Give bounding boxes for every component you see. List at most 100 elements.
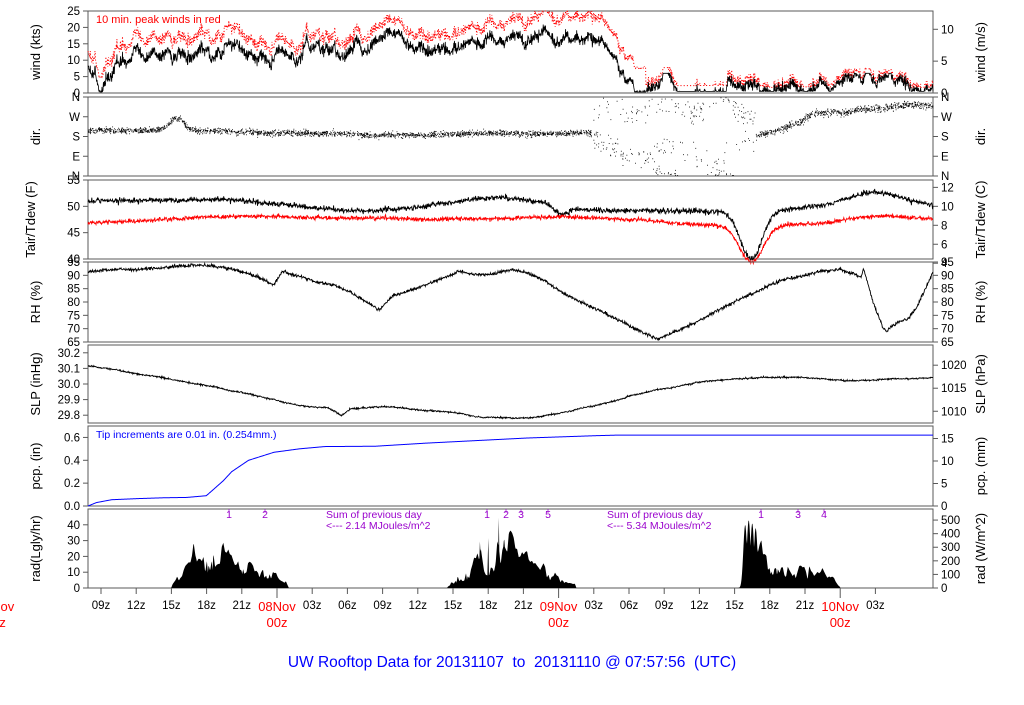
svg-text:0: 0: [941, 501, 947, 513]
svg-text:RH (%): RH (%): [973, 281, 988, 324]
svg-text:wind (m/s): wind (m/s): [973, 22, 988, 83]
svg-text:15z: 15z: [444, 600, 463, 612]
svg-text:75: 75: [67, 310, 80, 322]
svg-text:rad (W/m^2): rad (W/m^2): [973, 513, 988, 584]
svg-text:W: W: [69, 112, 80, 124]
svg-text:pcp. (mm): pcp. (mm): [973, 437, 988, 496]
svg-text:03z: 03z: [303, 600, 322, 612]
svg-text:85: 85: [67, 284, 80, 296]
svg-text:rad(Lgly/hr): rad(Lgly/hr): [28, 515, 43, 581]
svg-text:21z: 21z: [514, 600, 533, 612]
svg-text:40: 40: [67, 520, 80, 532]
svg-text:pcp. (in): pcp. (in): [28, 443, 43, 490]
svg-text:<--- 2.14 MJoules/m^2: <--- 2.14 MJoules/m^2: [326, 520, 431, 532]
svg-text:00z: 00z: [548, 615, 569, 630]
svg-text:SLP (inHg): SLP (inHg): [28, 352, 43, 415]
svg-text:dir.: dir.: [28, 128, 43, 145]
svg-text:1020: 1020: [941, 360, 967, 372]
svg-text:80: 80: [67, 297, 80, 309]
svg-text:200: 200: [941, 556, 960, 568]
svg-text:0: 0: [941, 583, 947, 595]
svg-text:12z: 12z: [127, 600, 146, 612]
svg-text:29.9: 29.9: [58, 395, 80, 407]
svg-text:5: 5: [941, 56, 947, 68]
svg-text:00z: 00z: [267, 615, 288, 630]
svg-text:20: 20: [67, 551, 80, 563]
svg-text:0.2: 0.2: [64, 478, 80, 490]
svg-text:Tip increments are 0.01 in. (0: Tip increments are 0.01 in. (0.254mm.): [96, 429, 277, 441]
svg-text:15: 15: [67, 39, 80, 51]
svg-text:90: 90: [67, 270, 80, 282]
svg-text:10: 10: [941, 24, 954, 36]
svg-text:S: S: [941, 132, 949, 144]
svg-text:N: N: [941, 92, 949, 104]
svg-text:W: W: [941, 112, 952, 124]
svg-text:15z: 15z: [162, 600, 181, 612]
svg-text:RH (%): RH (%): [28, 281, 43, 324]
svg-text:30: 30: [67, 536, 80, 548]
svg-text:30.1: 30.1: [58, 363, 80, 375]
svg-text:21z: 21z: [796, 600, 815, 612]
svg-text:65: 65: [941, 337, 954, 349]
svg-text:09z: 09z: [92, 600, 111, 612]
svg-text:18z: 18z: [479, 600, 498, 612]
svg-text:E: E: [941, 151, 949, 163]
svg-text:S: S: [72, 132, 80, 144]
svg-text:08Nov: 08Nov: [258, 599, 296, 614]
svg-text:75: 75: [941, 310, 954, 322]
svg-text:8: 8: [941, 220, 947, 232]
svg-text:03z: 03z: [866, 600, 885, 612]
svg-text:N: N: [72, 92, 80, 104]
svg-text:10: 10: [67, 55, 80, 67]
svg-text:21z: 21z: [233, 600, 252, 612]
svg-text:0.6: 0.6: [64, 432, 80, 444]
svg-text:90: 90: [941, 270, 954, 282]
svg-text:50: 50: [67, 201, 80, 213]
svg-text:0.0: 0.0: [64, 501, 80, 513]
svg-text:03z: 03z: [585, 600, 604, 612]
svg-text:N: N: [941, 171, 949, 183]
svg-text:SLP (hPa): SLP (hPa): [973, 354, 988, 414]
svg-text:10: 10: [941, 201, 954, 213]
svg-text:15z: 15z: [725, 600, 744, 612]
svg-text:dir.: dir.: [973, 128, 988, 145]
svg-text:5: 5: [74, 72, 80, 84]
svg-text:Tair/Tdew (C): Tair/Tdew (C): [973, 180, 988, 258]
svg-text:55: 55: [67, 175, 80, 187]
svg-text:10: 10: [67, 567, 80, 579]
svg-text:12: 12: [941, 182, 954, 194]
svg-text:00z: 00z: [830, 615, 851, 630]
svg-text:09Nov: 09Nov: [540, 599, 578, 614]
svg-text:15: 15: [941, 434, 954, 446]
svg-text:20: 20: [67, 22, 80, 34]
svg-text:5: 5: [941, 479, 947, 491]
svg-text:80: 80: [941, 297, 954, 309]
svg-text:18z: 18z: [761, 600, 780, 612]
svg-text:1015: 1015: [941, 383, 967, 395]
svg-text:6: 6: [941, 239, 947, 251]
svg-text:29.8: 29.8: [58, 410, 80, 422]
svg-text:45: 45: [67, 228, 80, 240]
svg-text:70: 70: [941, 324, 954, 336]
svg-text:10 min. peak winds in red: 10 min. peak winds in red: [96, 14, 221, 26]
svg-text:07Nov: 07Nov: [0, 599, 15, 614]
svg-text:0: 0: [74, 583, 80, 595]
svg-text:wind (kts): wind (kts): [28, 24, 43, 81]
svg-text:30.2: 30.2: [58, 348, 80, 360]
svg-text:00z: 00z: [0, 615, 6, 630]
svg-text:09z: 09z: [655, 600, 674, 612]
svg-text:85: 85: [941, 284, 954, 296]
svg-text:1010: 1010: [941, 406, 967, 418]
svg-text:UW Rooftop Data for 20131107: UW Rooftop Data for 20131107 to 20131110…: [288, 654, 736, 671]
svg-text:18z: 18z: [197, 600, 216, 612]
svg-text:09z: 09z: [373, 600, 392, 612]
svg-text:0.4: 0.4: [64, 455, 81, 467]
svg-text:E: E: [72, 151, 80, 163]
svg-text:12z: 12z: [409, 600, 428, 612]
svg-text:<--- 5.34 MJoules/m^2: <--- 5.34 MJoules/m^2: [607, 520, 712, 532]
svg-text:30.0: 30.0: [58, 379, 80, 391]
svg-text:10Nov: 10Nov: [821, 599, 859, 614]
svg-text:Tair/Tdew (F): Tair/Tdew (F): [23, 181, 38, 258]
svg-text:70: 70: [67, 324, 80, 336]
svg-text:95: 95: [941, 257, 954, 269]
